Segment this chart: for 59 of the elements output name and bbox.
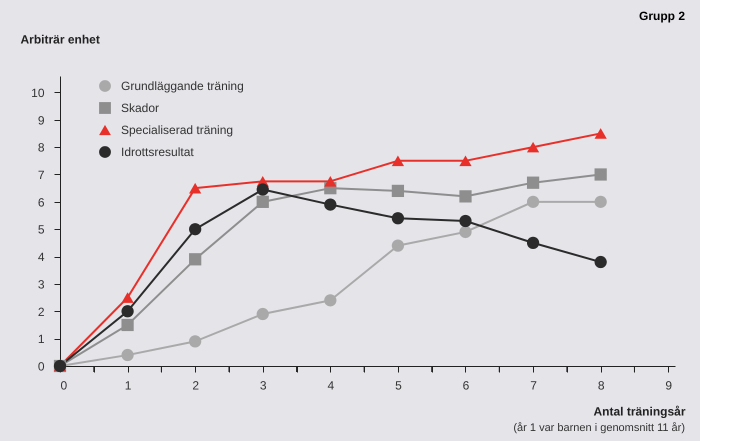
y-tick-label: 9 xyxy=(38,113,45,128)
y-tick-label: 5 xyxy=(38,222,45,237)
point xyxy=(189,335,202,348)
x-tick-label: 7 xyxy=(530,378,538,392)
point xyxy=(189,223,202,236)
x-tick-label: 2 xyxy=(192,378,200,392)
y-tick-label: 2 xyxy=(38,304,45,319)
point xyxy=(121,348,134,362)
point xyxy=(392,212,404,224)
x-tick-label: 5 xyxy=(395,378,402,392)
legend-label: Specialiserad träning xyxy=(121,123,234,137)
x-tick-label: 3 xyxy=(260,378,267,392)
point xyxy=(256,308,269,320)
point xyxy=(392,240,404,252)
point xyxy=(121,305,134,318)
point xyxy=(459,214,472,228)
y-axis-title: Arbiträr enhet xyxy=(20,32,100,46)
point xyxy=(324,176,336,187)
point xyxy=(526,196,540,208)
x-tick-label: 9 xyxy=(665,378,672,392)
legend-label: Idrottsresultat xyxy=(121,145,194,159)
chart-title: Grupp 2 xyxy=(638,9,686,23)
x-tick-label: 0 xyxy=(60,378,68,392)
legend-label: Grundläggande träning xyxy=(121,79,244,93)
point xyxy=(594,196,607,208)
point xyxy=(459,190,472,202)
x-tick-label: 4 xyxy=(327,378,334,392)
point xyxy=(459,156,472,166)
point xyxy=(324,198,336,211)
legend-label: Skador xyxy=(121,101,160,115)
point xyxy=(459,226,472,238)
x-tick-label: 8 xyxy=(598,378,605,392)
x-axis-title: Antal träningsår xyxy=(593,404,686,418)
x-tick-label: 6 xyxy=(462,378,470,392)
point xyxy=(392,184,404,198)
y-tick-label: 10 xyxy=(31,86,45,100)
y-tick-label: 0 xyxy=(38,360,45,374)
point xyxy=(256,183,269,196)
point xyxy=(189,182,202,194)
point xyxy=(189,253,202,266)
point xyxy=(594,168,607,181)
point xyxy=(256,196,269,208)
y-tick-label: 7 xyxy=(38,168,45,182)
y-tick-label: 8 xyxy=(38,140,45,155)
point xyxy=(594,256,607,268)
point xyxy=(526,176,540,189)
point xyxy=(526,236,540,249)
point xyxy=(324,294,336,306)
x-tick-label: 1 xyxy=(124,378,132,392)
text: (år 1 var barnen i genomsnitt 11 år) xyxy=(513,422,685,434)
point xyxy=(121,292,134,303)
point xyxy=(121,318,134,332)
point xyxy=(526,142,540,152)
y-tick-label: 3 xyxy=(38,277,45,292)
y-tick-label: 4 xyxy=(38,250,45,264)
point xyxy=(392,156,404,166)
point xyxy=(594,128,607,139)
y-tick-label: 6 xyxy=(38,195,45,210)
y-tick-label: 1 xyxy=(38,332,45,346)
